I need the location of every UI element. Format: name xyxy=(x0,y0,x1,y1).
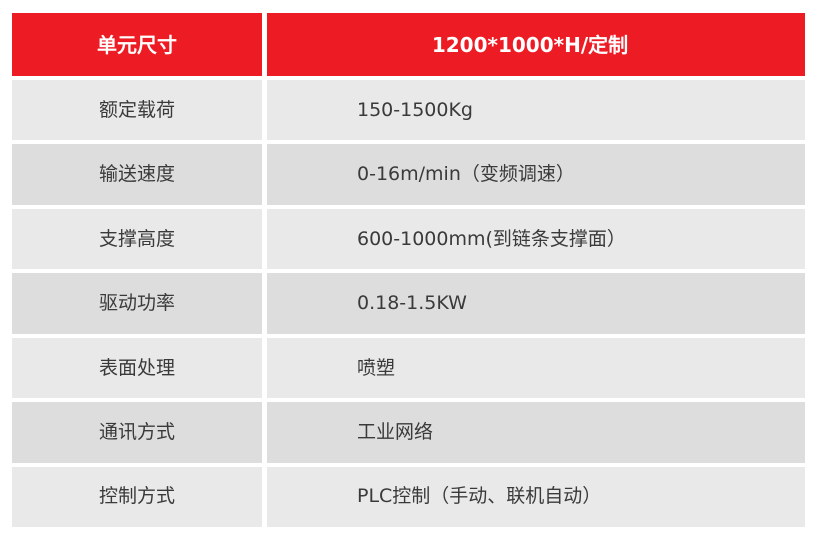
spec-row-param-control-mode: 控制方式 xyxy=(12,466,262,527)
spec-row-value-support-height: 600-1000mm(到链条支撑面） xyxy=(267,208,805,270)
spec-header-value: 1200*1000*H/定制 xyxy=(267,13,805,76)
spec-row-value-control-mode: PLC控制（手动、联机自动） xyxy=(267,466,805,527)
spec-row-value-rated-load: 150-1500Kg xyxy=(267,80,805,141)
spec-table: 单元尺寸 1200*1000*H/定制 额定载荷 150-1500Kg 输送速度… xyxy=(12,13,805,527)
spec-row-param-drive-power: 驱动功率 xyxy=(12,273,262,334)
spec-row-param-communication-mode: 通讯方式 xyxy=(12,402,262,463)
spec-row-param-conveying-speed: 输送速度 xyxy=(12,144,262,205)
spec-row-param-support-height: 支撑高度 xyxy=(12,208,262,270)
spec-row-value-communication-mode: 工业网络 xyxy=(267,402,805,463)
spec-row-value-drive-power: 0.18-1.5KW xyxy=(267,273,805,334)
spec-row-value-conveying-speed: 0-16m/min（变频调速） xyxy=(267,144,805,205)
spec-header-param: 单元尺寸 xyxy=(12,13,262,76)
spec-row-param-rated-load: 额定载荷 xyxy=(12,80,262,141)
spec-row-param-surface-treatment: 表面处理 xyxy=(12,337,262,399)
spec-row-value-surface-treatment: 喷塑 xyxy=(267,337,805,399)
